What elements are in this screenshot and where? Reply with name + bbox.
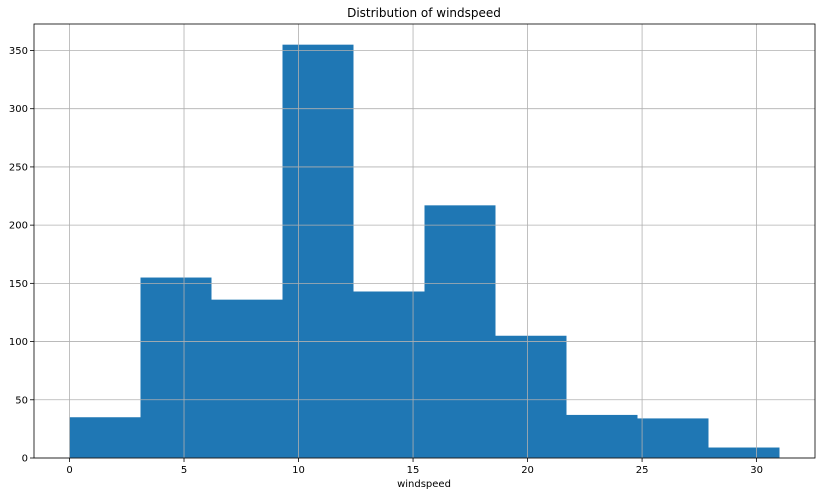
- x-tick-label-15: 15: [407, 465, 420, 476]
- histogram-bar-9: [708, 447, 780, 458]
- histogram-bar-3: [282, 44, 354, 459]
- y-tick-label-300: 300: [9, 104, 28, 115]
- histogram-bar-6: [495, 335, 567, 458]
- x-tick-label-10: 10: [292, 465, 305, 476]
- histogram-bar-4: [353, 291, 425, 458]
- y-tick-label-200: 200: [9, 221, 28, 232]
- histogram-bar-2: [211, 299, 283, 458]
- axes: [30, 23, 816, 462]
- y-tick-label-50: 50: [15, 395, 28, 406]
- y-tick-label-150: 150: [9, 279, 28, 290]
- x-tick-label-30: 30: [750, 465, 763, 476]
- chart-title: Distribution of windspeed: [347, 6, 501, 20]
- histogram-bars: [69, 44, 780, 459]
- x-tick-label-5: 5: [181, 465, 187, 476]
- histogram-bar-0: [69, 417, 141, 458]
- x-axis-label: windspeed: [397, 479, 451, 490]
- x-tick-label-0: 0: [66, 465, 72, 476]
- y-tick-label-100: 100: [9, 337, 28, 348]
- histogram-bar-1: [140, 277, 212, 458]
- y-tick-label-250: 250: [9, 162, 28, 173]
- x-tick-label-20: 20: [521, 465, 534, 476]
- histogram-bar-8: [637, 418, 709, 458]
- y-tick-label-0: 0: [22, 454, 28, 465]
- y-tick-label-350: 350: [9, 46, 28, 57]
- histogram-bar-5: [424, 205, 496, 458]
- plot-frame: [33, 23, 816, 459]
- x-tick-label-25: 25: [636, 465, 649, 476]
- grid-lines: [34, 24, 815, 459]
- histogram-bar-7: [566, 414, 638, 458]
